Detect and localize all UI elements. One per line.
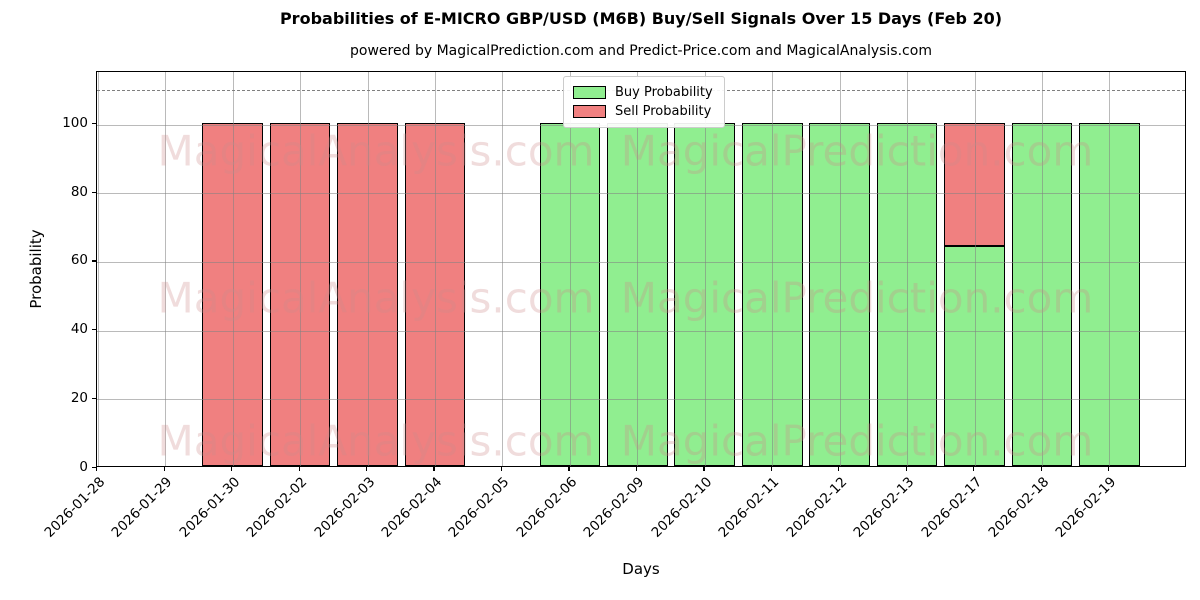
x-tick-mark-2026-02-09 [635, 467, 638, 471]
gridline-vertical [97, 72, 99, 466]
y-tick-mark-60 [92, 260, 96, 262]
y-tick-mark-80 [92, 191, 96, 194]
watermark-right-0: MagicalPrediction.com [620, 126, 1094, 176]
y-tick-label-40: 40 [70, 321, 88, 338]
gridline-horizontal [97, 193, 1185, 195]
legend-label-buy: Buy Probability [615, 85, 713, 100]
bar-buy-2026-02-18 [1011, 122, 1073, 466]
x-tick-mark-2026-02-18 [1040, 467, 1042, 471]
gridline-horizontal [97, 261, 1185, 263]
y-tick-mark-100 [92, 123, 96, 125]
watermark-layer: MagicalAnalysis.com MagicalPrediction.com… [97, 72, 1185, 466]
legend-item-sell: Sell Probability [573, 102, 715, 121]
x-tick-label-2026-01-28: 2026-01-28 [41, 474, 109, 541]
chart-subtitle: powered by MagicalPrediction.com and Pre… [350, 43, 932, 59]
watermark-right-1: MagicalPrediction.com [620, 273, 1094, 323]
bar-sell-2026-02-02 [269, 122, 331, 466]
y-tick-label-60: 60 [70, 252, 88, 269]
x-tick-mark-2026-02-11 [770, 467, 772, 471]
x-tick-mark-2026-02-17 [973, 467, 975, 471]
x-tick-mark-2026-02-02 [298, 467, 300, 471]
sell-color-swatch [573, 105, 606, 118]
x-tick-mark-2026-02-12 [838, 467, 840, 471]
y-tick-mark-40 [92, 329, 96, 331]
gridline-vertical [839, 72, 841, 466]
bar-buy-2026-02-17 [944, 246, 1005, 466]
gridline-vertical [1042, 72, 1043, 466]
gridline-vertical [367, 72, 369, 466]
gridline-vertical [637, 72, 639, 466]
x-tick-mark-2026-02-13 [905, 467, 907, 471]
y-tick-label-100: 100 [62, 115, 88, 132]
y-tick-mark-0 [92, 466, 96, 468]
gridline-horizontal [97, 330, 1185, 332]
grid-layer [97, 72, 1185, 466]
bar-sell-2026-02-17 [944, 122, 1005, 247]
gridline-horizontal [97, 399, 1185, 401]
x-tick-mark-2026-01-30 [231, 467, 233, 471]
x-tick-mark-2026-02-04 [433, 467, 435, 471]
gridline-vertical [502, 72, 504, 466]
bar-buy-2026-02-10 [674, 122, 736, 466]
x-tick-mark-2026-01-28 [96, 467, 98, 471]
gridline-vertical [434, 72, 436, 466]
chart-title: Probabilities of E-MICRO GBP/USD (M6B) B… [279, 9, 1003, 28]
watermark-left-0: MagicalAnalysis.com [157, 126, 595, 176]
y-tick-mark-20 [92, 397, 96, 400]
x-tick-mark-2026-02-03 [366, 467, 368, 471]
legend-label-sell: Sell Probability [615, 104, 712, 119]
x-tick-mark-2026-02-06 [568, 467, 570, 471]
x-tick-mark-2026-02-19 [1107, 467, 1110, 471]
y-tick-label-0: 0 [79, 458, 88, 475]
gridline-vertical [974, 72, 976, 466]
gridline-vertical [704, 72, 706, 466]
gridline-vertical [165, 72, 167, 466]
x-tick-mark-2026-02-10 [703, 467, 705, 471]
gridline-vertical [907, 72, 909, 466]
x-axis-title: Days [622, 560, 660, 578]
buy-color-swatch [573, 86, 606, 99]
bar-buy-2026-02-09 [606, 122, 668, 466]
gridline-vertical [772, 72, 774, 466]
gridline-vertical [569, 72, 571, 466]
gridline-vertical [300, 72, 302, 466]
legend-item-buy: Buy Probability [573, 83, 715, 102]
x-tick-mark-2026-01-29 [163, 467, 165, 471]
plot-area: MagicalAnalysis.com MagicalPrediction.com… [96, 71, 1186, 467]
gridline-vertical [232, 72, 234, 466]
y-tick-label-20: 20 [70, 389, 88, 406]
bar-sell-2026-02-03 [337, 122, 398, 466]
watermark-left-1: MagicalAnalysis.com [157, 273, 595, 323]
y-tick-label-80: 80 [70, 183, 88, 200]
legend: Buy Probability Sell Probability [563, 76, 725, 128]
bars-layer [97, 72, 1185, 466]
watermark-right-2: MagicalPrediction.com [620, 416, 1094, 466]
x-tick-mark-2026-02-05 [500, 467, 503, 471]
watermark-left-2: MagicalAnalysis.com [157, 416, 595, 466]
y-axis-title: Probability [27, 229, 45, 309]
gridline-vertical [1109, 72, 1111, 466]
